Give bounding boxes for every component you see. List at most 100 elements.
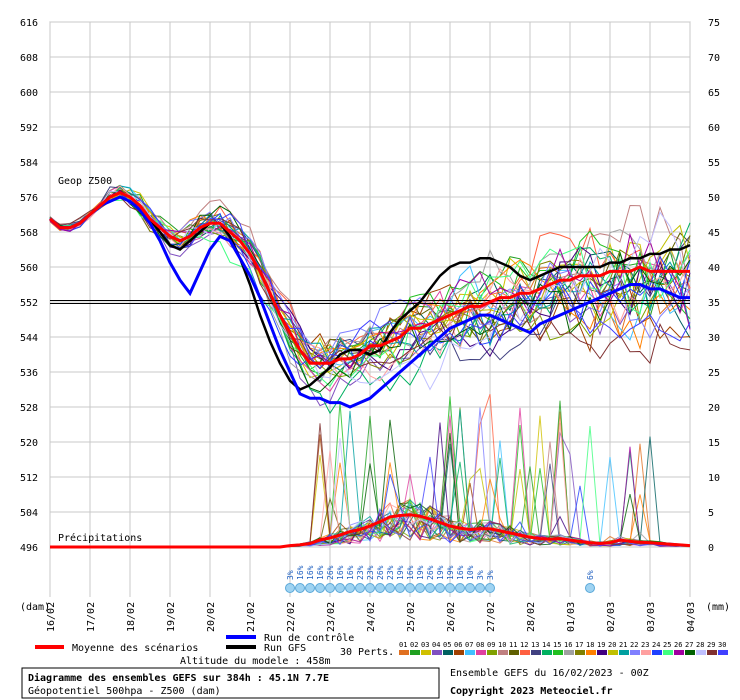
model-info: Ensemble GEFS du 16/02/2023 - 00Z: [450, 668, 649, 679]
pert-swatch-05: [443, 650, 453, 655]
left-tick-2: 600: [20, 88, 38, 99]
pert-swatch-22: [630, 650, 640, 655]
pert-swatch-27: [685, 650, 695, 655]
pert-id-29: 29: [707, 641, 715, 649]
gfs-line: [49, 191, 691, 391]
pert-id-11: 11: [509, 641, 517, 649]
left-unit-label: (dam): [20, 602, 50, 613]
pert-swatch-04: [432, 650, 442, 655]
member-line-30: [49, 191, 691, 369]
pert-id-23: 23: [641, 641, 649, 649]
snow-pct-a-12: 16%: [406, 565, 415, 580]
snow-flake-a-19: [475, 583, 485, 593]
legend-perts-label: 30 Perts.: [340, 647, 394, 658]
mean-precip-line: [50, 513, 691, 549]
left-tick-8: 552: [20, 298, 38, 309]
left-tick-14: 504: [20, 508, 38, 519]
snow-pct-a-1: 16%: [296, 565, 305, 580]
left-tick-5: 576: [20, 193, 38, 204]
right-tick-4: 55: [708, 158, 720, 169]
right-tick-14: 5: [708, 508, 714, 519]
right-tick-1: 70: [708, 53, 720, 64]
pert-swatch-18: [586, 650, 596, 655]
right-tick-11: 20: [708, 403, 720, 414]
pert-id-15: 15: [553, 641, 561, 649]
left-tick-3: 592: [20, 123, 38, 134]
pert-id-16: 16: [564, 641, 572, 649]
pert-swatch-16: [564, 650, 574, 655]
left-tick-0: 616: [20, 18, 38, 29]
snow-pct-a-11: 19%: [396, 565, 405, 580]
snow-flake-a-4: [325, 583, 335, 593]
snow-pct-b-0: 6%: [586, 570, 595, 580]
pert-swatch-08: [476, 650, 486, 655]
pert-id-12: 12: [520, 641, 528, 649]
chart-subtitle: Géopotentiel 500hpa - Z500 (dam): [28, 685, 221, 697]
right-tick-5: 50: [708, 193, 720, 204]
pert-swatch-10: [498, 650, 508, 655]
pert-swatch-06: [454, 650, 464, 655]
pert-swatch-21: [619, 650, 629, 655]
info-box: [21, 667, 440, 699]
pert-swatch-15: [553, 650, 563, 655]
pert-swatch-01: [399, 650, 409, 655]
chart-title: Diagramme des ensembles GEFS sur 384h : …: [28, 672, 329, 684]
left-tick-9: 544: [20, 333, 38, 344]
x-tick-2: 18/02: [126, 602, 137, 632]
left-tick-6: 568: [20, 228, 38, 239]
copyright: Copyright 2023 Meteociel.fr: [450, 685, 613, 697]
pert-swatch-02: [410, 650, 420, 655]
pert-swatch-19: [597, 650, 607, 655]
precip-label: Précipitations: [58, 532, 142, 544]
right-tick-3: 60: [708, 123, 720, 134]
pert-swatch-24: [652, 650, 662, 655]
snow-pct-a-2: 16%: [306, 565, 315, 580]
snow-pct-a-17: 16%: [456, 565, 465, 580]
snow-flake-a-6: [345, 583, 355, 593]
pert-swatch-23: [641, 650, 651, 655]
pert-id-14: 14: [542, 641, 550, 649]
snow-flake-a-7: [355, 583, 365, 593]
pert-swatch-11: [509, 650, 519, 655]
legend-control-label: Run de contrôle: [264, 632, 354, 644]
snow-flake-a-3: [315, 583, 325, 593]
right-tick-2: 65: [708, 88, 720, 99]
snow-pct-a-3: 16%: [316, 565, 325, 580]
right-tick-9: 30: [708, 333, 720, 344]
x-tick-15: 03/03: [646, 602, 657, 632]
pert-id-08: 08: [476, 641, 484, 649]
snow-flake-a-9: [375, 583, 385, 593]
x-tick-5: 21/02: [246, 602, 257, 632]
precip-mean: [50, 513, 691, 549]
right-tick-12: 15: [708, 438, 720, 449]
control-line: [49, 195, 690, 409]
x-tick-14: 02/03: [606, 602, 617, 632]
right-tick-10: 25: [708, 368, 720, 379]
pert-id-01: 01: [399, 641, 407, 649]
pert-swatch-12: [520, 650, 530, 655]
pert-id-19: 19: [597, 641, 605, 649]
right-tick-13: 10: [708, 473, 720, 484]
snow-flake-a-2: [305, 583, 315, 593]
pert-id-17: 17: [575, 641, 583, 649]
pert-swatch-20: [608, 650, 618, 655]
snow-flake-a-8: [365, 583, 375, 593]
pert-id-30: 30: [718, 641, 726, 649]
snow-pct-a-5: 16%: [336, 565, 345, 580]
pert-id-03: 03: [421, 641, 429, 649]
snow-flake-a-5: [335, 583, 345, 593]
snow-flake-a-1: [295, 583, 305, 593]
pert-legend: 01 02 03 04 05 06 07 08 09 10 11 12 13 14 15 16 17 18 19 20…: [399, 641, 728, 655]
x-tick-6: 22/02: [286, 602, 297, 632]
pert-id-06: 06: [454, 641, 462, 649]
pert-id-28: 28: [696, 641, 704, 649]
pert-id-20: 20: [608, 641, 616, 649]
snow-flake-a-11: [395, 583, 405, 593]
main-series: [49, 190, 691, 409]
x-tick-8: 24/02: [366, 602, 377, 632]
x-tick-0: 16/02: [46, 602, 57, 632]
snow-flake-a-12: [405, 583, 415, 593]
legend: Moyenne des scénarios Run de contrôle Ru…: [35, 632, 728, 667]
pert-id-02: 02: [410, 641, 418, 649]
x-tick-1: 17/02: [86, 602, 97, 632]
